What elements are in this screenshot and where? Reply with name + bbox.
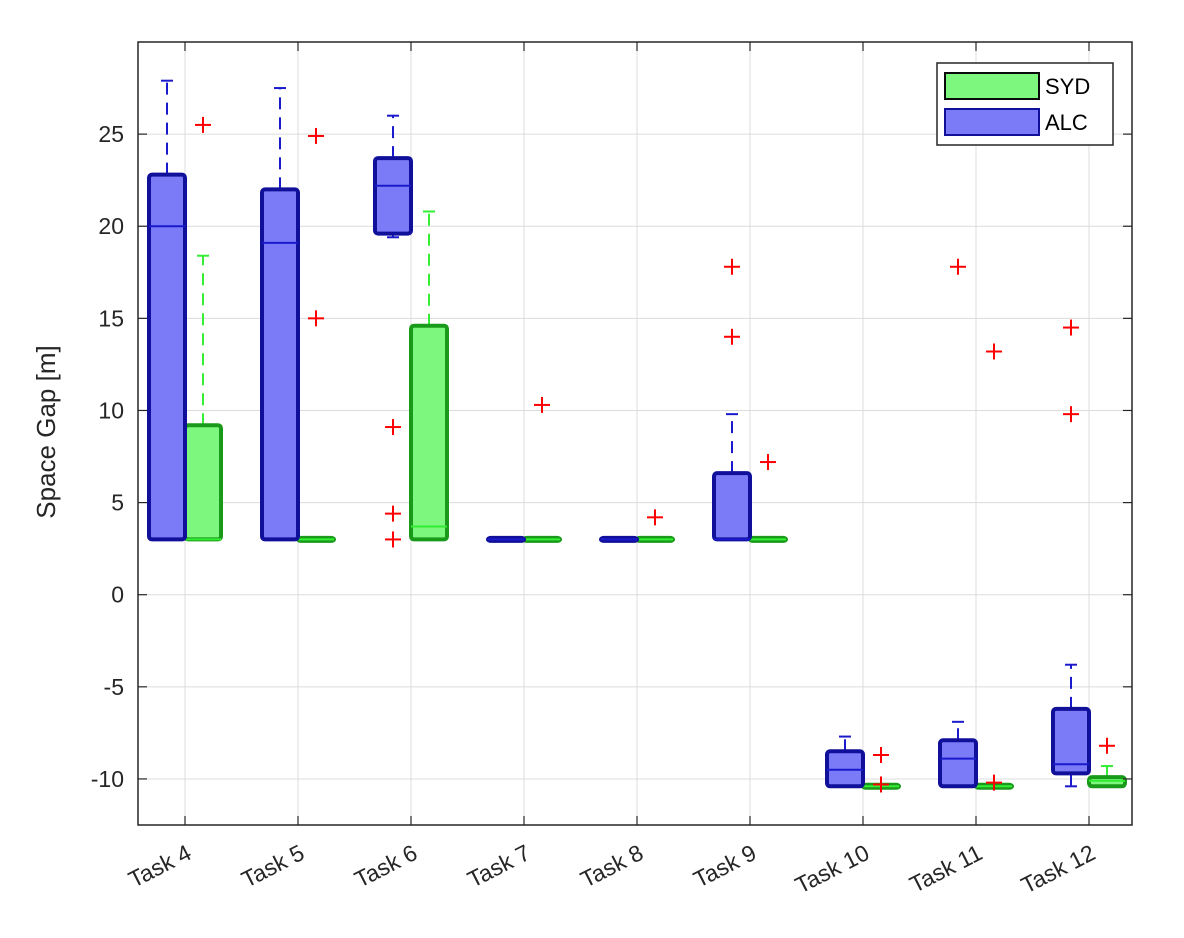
data-layer: [147, 79, 1127, 793]
outlier-marker: [724, 328, 740, 345]
outlier-marker: [950, 258, 966, 275]
box-alc: [938, 720, 978, 789]
legend-label-syd: SYD: [1045, 74, 1090, 99]
x-tick-label: Task 12: [1017, 839, 1099, 898]
y-tick-label: 10: [98, 397, 124, 423]
outlier-marker: [385, 505, 401, 522]
iqr-box: [260, 187, 300, 542]
y-tick-label: 25: [98, 121, 124, 147]
box-syd: [409, 210, 449, 542]
outlier-marker: [873, 746, 889, 763]
box-syd: [1087, 765, 1127, 789]
y-tick-label: 20: [98, 213, 124, 239]
outlier-marker: [1099, 737, 1115, 754]
x-tick-label: Task 10: [791, 839, 873, 898]
x-tick-label: Task 11: [905, 839, 986, 897]
x-tick-label: Task 8: [576, 839, 647, 892]
box-syd: [522, 535, 562, 543]
iqr-box: [409, 323, 449, 542]
outlier-marker: [385, 531, 401, 548]
y-axis-label: Space Gap [m]: [31, 345, 61, 518]
iqr-box: [712, 471, 752, 542]
outlier-marker: [1063, 319, 1079, 336]
box-alc: [599, 535, 639, 543]
iqr-box: [183, 423, 223, 542]
box-syd: [183, 254, 223, 542]
box-syd: [296, 535, 336, 543]
x-tick-label: Task 5: [237, 839, 308, 892]
iqr-box: [938, 738, 978, 789]
box-syd: [635, 535, 675, 543]
outlier-marker: [986, 343, 1002, 360]
y-tick-label: 5: [111, 490, 124, 516]
x-tick-label: Task 9: [689, 839, 760, 892]
outlier-marker: [724, 258, 740, 275]
outlier-marker: [308, 310, 324, 327]
y-tick-label: -10: [91, 766, 124, 792]
legend: SYD ALC: [936, 62, 1114, 146]
y-tick-label: 0: [111, 582, 124, 608]
x-tick-label: Task 7: [463, 839, 534, 892]
legend-swatch-alc: [944, 108, 1040, 136]
outlier-marker: [195, 116, 211, 133]
axes-frame: [137, 41, 1133, 826]
y-tick-label: 15: [98, 305, 124, 331]
outlier-marker: [308, 127, 324, 144]
box-alc: [486, 535, 526, 543]
iqr-box: [1051, 706, 1091, 776]
x-tick-label: Task 4: [124, 839, 195, 892]
outlier-marker: [534, 396, 550, 413]
legend-swatch-syd: [944, 72, 1040, 100]
outlier-marker: [760, 454, 776, 471]
x-tick-label: Task 6: [350, 839, 421, 892]
outlier-marker: [385, 419, 401, 436]
plot-area: [138, 42, 1132, 825]
legend-label-alc: ALC: [1045, 110, 1088, 135]
y-tick-label: -5: [104, 674, 124, 700]
box-alc: [1051, 663, 1091, 788]
outlier-marker: [986, 774, 1002, 791]
box-alc: [373, 114, 413, 239]
iqr-box: [373, 156, 413, 236]
iqr-box: [147, 172, 187, 542]
outlier-marker: [1063, 406, 1079, 423]
outlier-marker: [873, 776, 889, 793]
box-alc: [260, 87, 300, 542]
box-alc: [147, 79, 187, 542]
box-alc: [825, 735, 865, 789]
box-syd: [748, 535, 788, 543]
outlier-marker: [647, 509, 663, 526]
box-alc: [712, 413, 752, 542]
